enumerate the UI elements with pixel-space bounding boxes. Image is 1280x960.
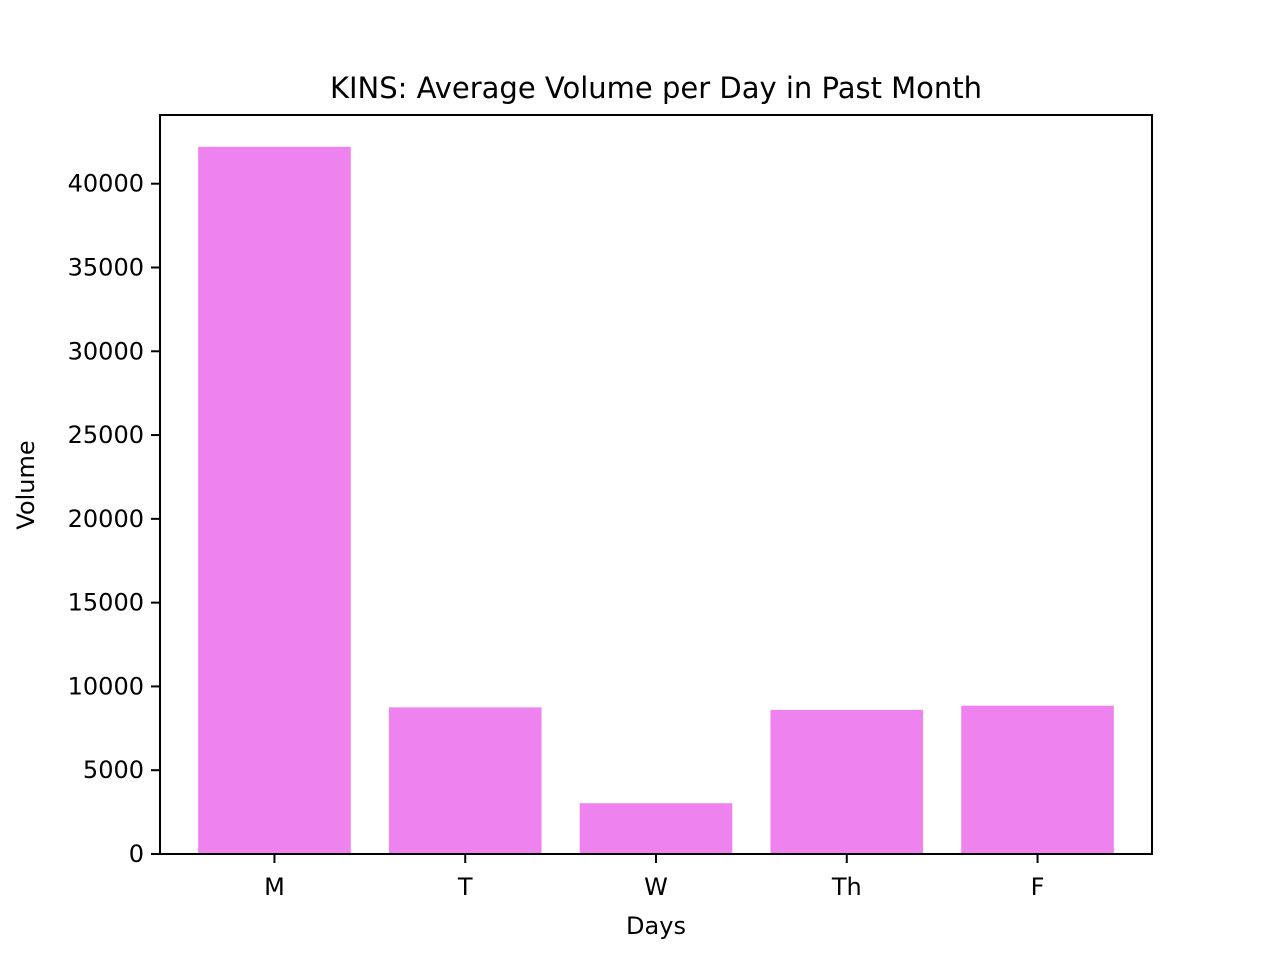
x-axis-label: Days: [626, 912, 686, 940]
bar-f: [961, 705, 1114, 854]
y-axis: 0 5000 10000 15000 20000 25000 30000 35000 40000: [68, 170, 160, 868]
y-tick-label: 25000: [68, 421, 144, 449]
chart-title: KINS: Average Volume per Day in Past Mon…: [330, 71, 982, 105]
y-tick-label: 40000: [68, 170, 144, 198]
bar-m: [198, 146, 351, 855]
plot-frame: [159, 114, 1153, 855]
bars-group: [198, 146, 1114, 855]
y-tick-label: 35000: [68, 253, 144, 281]
y-tick-label: 10000: [68, 672, 144, 700]
bar-w: [579, 803, 733, 854]
y-tick-label: 5000: [83, 756, 144, 784]
y-tick-label: 30000: [68, 337, 144, 365]
y-tick-label: 0: [129, 840, 144, 868]
y-tick-label: 15000: [68, 589, 144, 617]
x-tick-label: M: [264, 873, 285, 901]
x-axis: M T W Th F: [264, 854, 1044, 901]
y-axis-label: Volume: [12, 440, 40, 529]
bar-t: [388, 707, 542, 854]
x-tick-label: Th: [831, 873, 862, 901]
x-tick-label: W: [644, 873, 668, 901]
bar-th: [770, 709, 924, 854]
x-tick-label: F: [1031, 873, 1045, 901]
y-tick-label: 20000: [68, 505, 144, 533]
x-tick-label: T: [457, 873, 473, 901]
